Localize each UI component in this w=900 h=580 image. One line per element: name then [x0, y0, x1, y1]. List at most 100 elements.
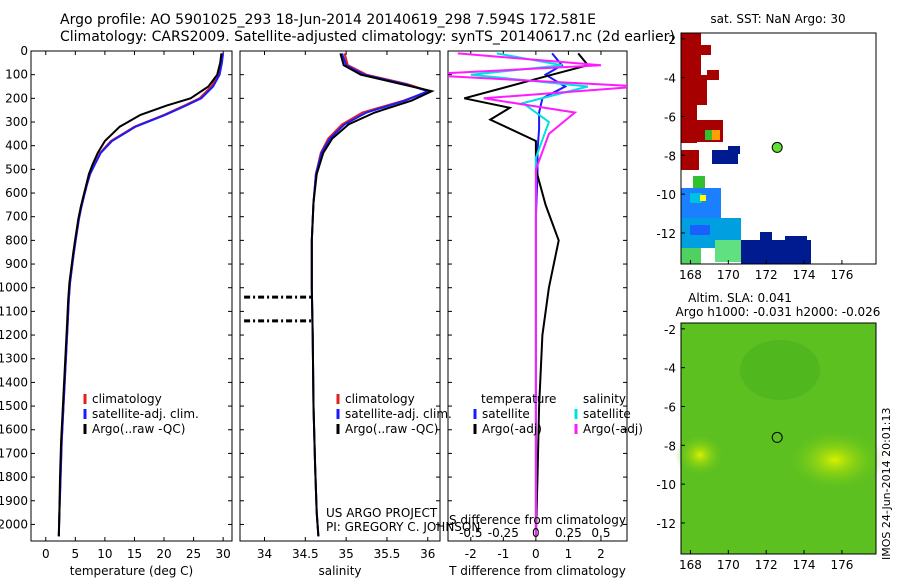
- plot-frame: [239, 50, 441, 542]
- x-tick-label: 5: [72, 547, 80, 561]
- sla-high: [675, 433, 725, 477]
- map-y-tick-label: -8: [664, 439, 676, 453]
- y-tick-label: 400: [5, 139, 28, 153]
- y-tick-label: 0: [20, 44, 28, 58]
- map-y-tick-label: -12: [656, 227, 676, 241]
- legend-entry: Argo(-adj): [482, 422, 542, 436]
- series-line-t-argo-adj-: [464, 52, 590, 537]
- x-tick-label-s: -0.5: [459, 526, 482, 540]
- x-tick-label: 36: [420, 547, 435, 561]
- map-frame: [680, 322, 877, 555]
- x-tick-label-s: 0.5: [591, 526, 610, 540]
- map-y-tick-label: -10: [656, 188, 676, 202]
- argo-position-marker: [771, 431, 783, 443]
- map-x-tick-label: 170: [717, 558, 740, 572]
- sst-cell: [681, 105, 697, 143]
- series-line-satellite-adj-clim-: [310, 53, 431, 537]
- sst-cell: [700, 195, 706, 201]
- x-tick-label-s: 0.25: [555, 526, 582, 540]
- sst-cell: [705, 130, 712, 140]
- x-axis-label-t-difference: T difference from climatology: [448, 564, 626, 578]
- legend-entry: Argo(..raw -QC): [345, 422, 438, 436]
- y-tick-label: 1200: [0, 328, 28, 342]
- sst-cell: [681, 33, 701, 75]
- legend-entry: satellite: [482, 407, 530, 421]
- figure-title-line2: Climatology: CARS2009. Satellite-adjuste…: [60, 29, 675, 45]
- x-tick-label: 34: [257, 547, 272, 561]
- map-y-tick-label: -12: [656, 517, 676, 531]
- map-x-tick-label: 174: [793, 558, 816, 572]
- sst-cell: [681, 248, 701, 264]
- y-tick-label: 1100: [0, 304, 28, 318]
- y-tick-label: 500: [5, 162, 28, 176]
- x-axis-label-salinity: salinity: [318, 564, 361, 578]
- sst-cell: [690, 193, 702, 203]
- credit-line2: PI: GREGORY C. JOHNSON: [326, 520, 480, 534]
- sst-cell: [712, 130, 720, 140]
- sst-field: [681, 33, 811, 264]
- x-axis-label-temperature: temperature (deg C): [70, 564, 193, 578]
- series-line-climatology: [310, 53, 433, 537]
- y-tick-label: 1400: [0, 375, 28, 389]
- x-axis-label-s-difference: S difference from climatology: [449, 513, 626, 527]
- y-tick-label: 1500: [0, 399, 28, 413]
- sst-cell: [728, 146, 740, 154]
- sla-map-subtitle: Argo h1000: -0.031 h2000: -0.026: [676, 305, 881, 319]
- legend-entry: Argo(-adj): [583, 422, 643, 436]
- y-tick-label: 1300: [0, 352, 28, 366]
- x-tick-label: 0: [532, 547, 540, 561]
- plot-frame: [447, 50, 628, 542]
- y-tick-label: 1000: [0, 281, 28, 295]
- figure-title-line1: Argo profile: AO 5901025_293 18-Jun-2014…: [60, 12, 596, 28]
- argo-position-marker: [771, 141, 783, 153]
- map-x-tick-label: 176: [830, 268, 853, 282]
- x-tick-label: 1: [565, 547, 573, 561]
- y-tick-label: 100: [5, 68, 28, 82]
- x-tick-label: 10: [97, 547, 112, 561]
- map-x-tick-label: 176: [830, 558, 853, 572]
- map-y-tick-label: -6: [664, 400, 676, 414]
- sst-cell: [681, 150, 699, 170]
- sst-cell: [785, 236, 807, 250]
- y-tick-label: 200: [5, 91, 28, 105]
- x-tick-label: 20: [156, 547, 171, 561]
- x-tick-label: -1: [497, 547, 509, 561]
- legend-entry: satellite: [583, 407, 631, 421]
- map-y-tick-label: -4: [664, 72, 676, 86]
- y-tick-label: 1900: [0, 494, 28, 508]
- y-tick-label: 1700: [0, 446, 28, 460]
- y-tick-label: 700: [5, 210, 28, 224]
- series-line-s-satellite: [470, 52, 589, 537]
- sst-cell: [693, 176, 705, 188]
- series-line-s-argo-adj-: [448, 52, 627, 537]
- x-tick-label: 25: [186, 547, 201, 561]
- x-tick-label-s: -0.25: [488, 526, 519, 540]
- x-tick-label: 35: [338, 547, 353, 561]
- legend-title-salinity: salinity: [583, 392, 626, 406]
- legend-entry: satellite-adj. clim.: [345, 407, 452, 421]
- map-y-tick-label: -6: [664, 110, 676, 124]
- map-x-tick-label: 174: [793, 268, 816, 282]
- x-tick-label: 2: [597, 547, 605, 561]
- legend-entry: climatology: [345, 392, 415, 406]
- map-y-tick-label: -8: [664, 149, 676, 163]
- map-y-tick-label: -2: [664, 33, 676, 47]
- map-x-tick-label: 168: [679, 558, 702, 572]
- credit-line1: US ARGO PROJECT: [326, 506, 438, 520]
- map-y-tick-label: -4: [664, 362, 676, 376]
- x-tick-label: 30: [215, 547, 230, 561]
- map-y-tick-label: -10: [656, 478, 676, 492]
- map-x-tick-label: 172: [755, 268, 778, 282]
- legend-entry: Argo(..raw -QC): [92, 422, 185, 436]
- legend-entry: satellite-adj. clim.: [92, 407, 199, 421]
- y-tick-label: 1600: [0, 423, 28, 437]
- y-tick-label: 900: [5, 257, 28, 271]
- sst-cell: [701, 45, 711, 55]
- legend-title-temperature: temperature: [481, 392, 556, 406]
- sst-cell: [760, 232, 772, 242]
- legend-entry: climatology: [92, 392, 162, 406]
- y-tick-label: 800: [5, 233, 28, 247]
- sst-map-title: sat. SST: NaN Argo: 30: [710, 12, 845, 26]
- x-tick-label: 34.5: [292, 547, 319, 561]
